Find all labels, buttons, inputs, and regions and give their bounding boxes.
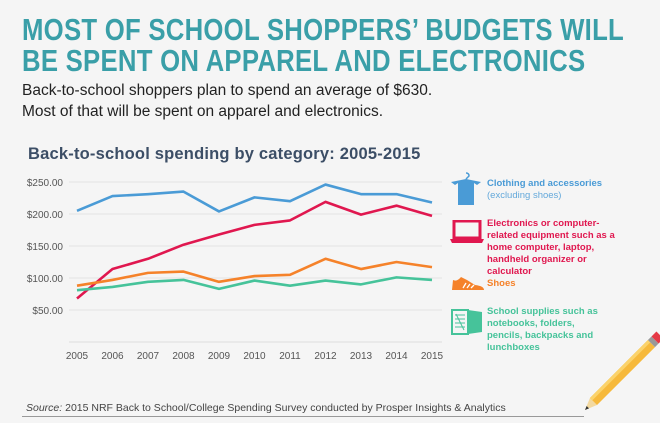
x-tick-label: 2011 <box>279 351 301 362</box>
notebook-icon <box>451 309 482 335</box>
legend-item-shoes: Shoes <box>487 278 516 289</box>
subtitle-line-2: Most of that will be spent on apparel an… <box>22 103 384 120</box>
x-tick-label: 2013 <box>350 351 373 362</box>
series-line-1 <box>76 200 433 300</box>
x-tick-label: 2012 <box>314 351 337 362</box>
y-tick-label: $100.00 <box>27 274 64 285</box>
laptop-icon <box>450 220 484 243</box>
headline-line-1: MOST OF SCHOOL SHOPPERS’ BUDGETS WILL <box>22 12 624 47</box>
x-tick-label: 2007 <box>137 351 160 362</box>
x-tick-label: 2009 <box>208 351 231 362</box>
series-line-2 <box>76 257 433 287</box>
source-text: 2015 NRF Back to School/College Spending… <box>62 402 506 414</box>
legend-note: (excluding shoes) <box>487 190 562 201</box>
x-tick-label: 2010 <box>243 351 266 362</box>
legend-label: Clothing and accessories <box>487 178 603 189</box>
y-tick-label: $200.00 <box>27 210 64 221</box>
chart-title: Back-to-school spending by category: 200… <box>28 145 421 163</box>
x-tick-label: 2015 <box>421 351 444 362</box>
legend-item-school-supplies: School supplies such as notebooks, folde… <box>487 306 598 353</box>
source-note: Source: 2015 NRF Back to School/College … <box>26 402 506 414</box>
x-tick-label: 2014 <box>385 351 408 362</box>
y-tick-label: $250.00 <box>27 178 64 189</box>
subtitle-line-1: Back-to-school shoppers plan to spend an… <box>22 82 433 99</box>
legend-item-clothing: Clothing and accessories (excluding shoe… <box>487 178 602 202</box>
y-tick-label: $50.00 <box>32 306 63 317</box>
headline: MOST OF SCHOOL SHOPPERS’ BUDGETS WILL BE… <box>22 14 624 76</box>
y-tick-label: $150.00 <box>27 242 64 253</box>
pencil-illustration <box>585 331 660 410</box>
subtitle: Back-to-school shoppers plan to spend an… <box>22 80 432 122</box>
series-line-0 <box>76 183 433 213</box>
x-tick-label: 2005 <box>66 351 89 362</box>
x-tick-label: 2006 <box>101 351 124 362</box>
shirt-icon <box>451 172 481 205</box>
legend-item-electronics: Electronics or computer-related equipmen… <box>487 218 615 277</box>
source-label: Source: <box>26 402 63 414</box>
series-line-3 <box>76 276 433 292</box>
shoe-icon <box>452 277 484 290</box>
source-divider <box>22 416 584 417</box>
x-tick-label: 2008 <box>172 351 195 362</box>
headline-line-2: BE SPENT ON APPAREL AND ELECTRONICS <box>22 43 586 78</box>
